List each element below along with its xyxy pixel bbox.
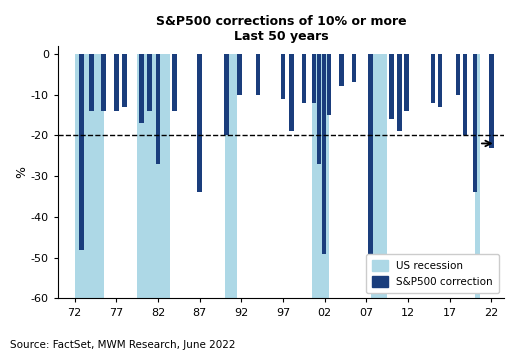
Bar <box>404 54 409 111</box>
Bar <box>475 54 480 299</box>
Bar <box>389 54 394 119</box>
Bar <box>102 54 106 111</box>
Bar <box>462 54 467 135</box>
Bar <box>137 54 170 299</box>
Bar <box>289 54 294 131</box>
Bar <box>75 54 104 299</box>
Bar <box>147 54 152 111</box>
Bar <box>322 54 326 254</box>
Bar <box>302 54 306 103</box>
Bar <box>368 54 373 286</box>
Y-axis label: %: % <box>15 166 28 178</box>
Bar <box>352 54 356 82</box>
Bar <box>256 54 261 94</box>
Bar <box>371 54 387 299</box>
Title: S&P500 corrections of 10% or more
Last 50 years: S&P500 corrections of 10% or more Last 5… <box>156 15 406 43</box>
Bar <box>122 54 127 107</box>
Bar <box>114 54 118 111</box>
Bar <box>317 54 321 164</box>
Bar <box>312 54 329 299</box>
Text: Source: FactSet, MWM Research, June 2022: Source: FactSet, MWM Research, June 2022 <box>10 340 236 350</box>
Bar <box>398 54 402 131</box>
Bar <box>311 54 316 103</box>
Bar <box>156 54 160 164</box>
Bar <box>237 54 242 94</box>
Bar <box>456 54 460 94</box>
Bar <box>79 54 84 250</box>
Bar <box>139 54 144 123</box>
Legend: US recession, S&P500 correction: US recession, S&P500 correction <box>366 254 499 293</box>
Bar <box>489 54 494 148</box>
Bar <box>438 54 442 107</box>
Bar <box>89 54 93 111</box>
Bar <box>326 54 331 115</box>
Bar <box>197 54 202 192</box>
Bar <box>172 54 177 111</box>
Bar <box>339 54 344 86</box>
Bar <box>431 54 435 103</box>
Bar <box>472 54 477 192</box>
Bar <box>224 54 229 135</box>
Bar <box>225 54 237 299</box>
Bar <box>281 54 285 99</box>
